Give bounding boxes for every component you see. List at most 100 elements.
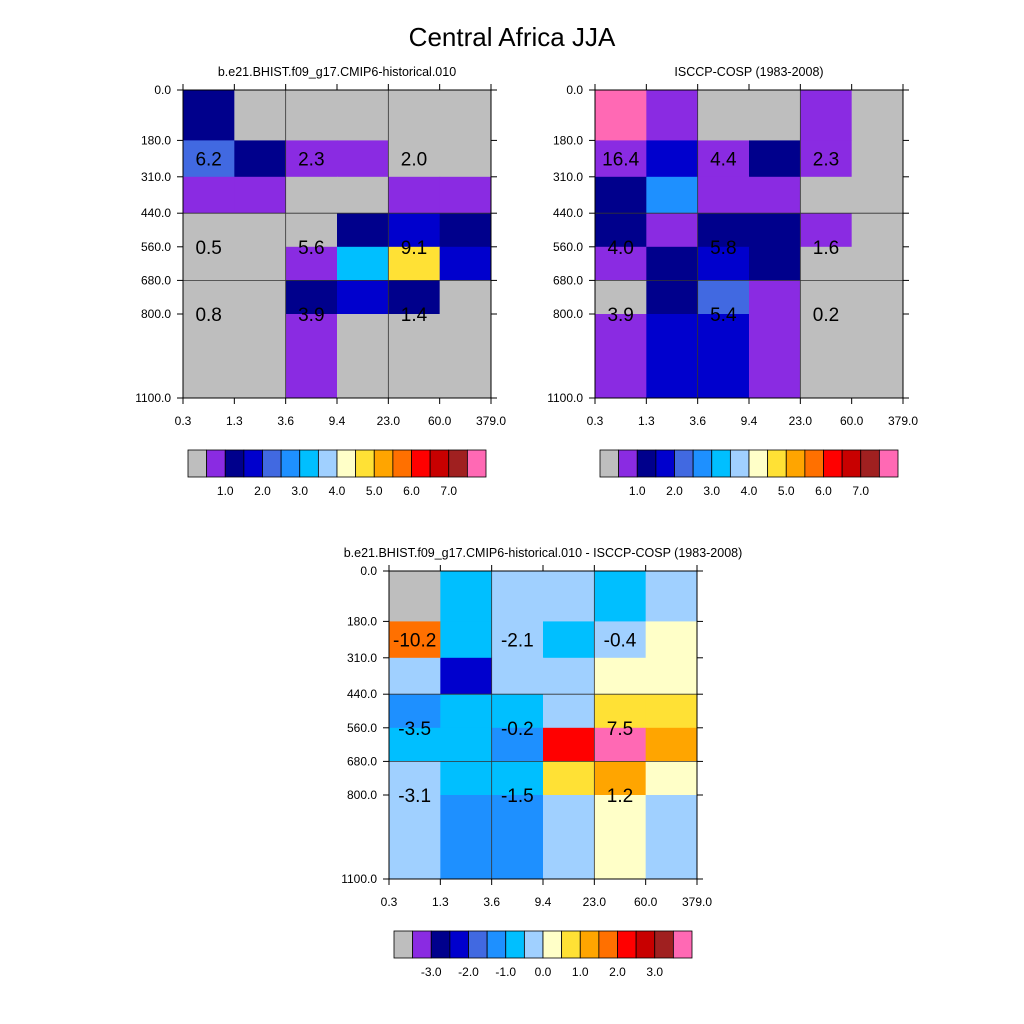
heatmap-cell [337, 314, 389, 399]
panel-1: b.e21.BHIST.f09_g17.CMIP6-historical.010… [135, 65, 506, 498]
heatmap-cell [389, 795, 441, 880]
cell-annotation: 6.2 [195, 150, 221, 171]
heatmap-cell [183, 246, 235, 281]
cell-annotation: 16.4 [602, 150, 639, 171]
x-tick-label: 23.0 [377, 414, 401, 428]
heatmap-cell [646, 280, 699, 315]
heatmap-cell [595, 176, 647, 214]
colorbar-label: 1.0 [629, 484, 646, 498]
colorbar-box [598, 930, 618, 959]
heatmap-cell [491, 571, 544, 622]
heatmap-cell [183, 90, 235, 141]
heatmap-cell [543, 621, 595, 659]
cell-annotation: 0.5 [195, 238, 221, 259]
colorbar-box [579, 930, 600, 959]
cell-annotation: -1.5 [501, 786, 534, 807]
y-tick-label: 560.0 [347, 721, 377, 735]
heatmap-cell [800, 90, 853, 141]
colorbar-box [262, 449, 282, 478]
colorbar-label: 5.0 [366, 484, 383, 498]
y-tick-label: 310.0 [347, 651, 377, 665]
colorbar-box [468, 930, 488, 959]
colorbar-box [878, 449, 899, 478]
heatmap-cell [234, 140, 287, 178]
y-tick-label: 180.0 [347, 614, 377, 628]
heatmap-cell [594, 761, 647, 796]
heatmap-cell [697, 90, 750, 141]
heatmap-cell [388, 280, 441, 315]
colorbar-box [785, 449, 806, 478]
heatmap-cell [543, 727, 595, 762]
heatmap-cell [440, 727, 493, 762]
heatmap-cell [595, 246, 647, 281]
y-tick-label: 1100.0 [135, 391, 171, 405]
x-tick-label: 0.3 [381, 895, 398, 909]
colorbar-box [860, 449, 880, 478]
cell-annotation: -0.2 [501, 719, 534, 740]
heatmap-cell [285, 280, 338, 315]
heatmap-cell [697, 213, 750, 248]
heatmap-cell [851, 314, 904, 399]
heatmap-cell [234, 246, 287, 281]
x-tick-label: 3.6 [277, 414, 294, 428]
colorbar-label: 1.0 [572, 965, 589, 979]
colorbar-box [674, 449, 694, 478]
heatmap-cell [645, 761, 698, 796]
heatmap-cell [440, 621, 493, 659]
cell-annotation: 0.2 [813, 305, 839, 326]
colorbar-label: 6.0 [403, 484, 420, 498]
colorbar-box [599, 449, 620, 478]
colorbar-box [393, 930, 414, 959]
heatmap-cell [491, 727, 544, 762]
heatmap-cell [645, 727, 698, 762]
x-tick-label: 0.3 [587, 414, 604, 428]
heatmap-cell [749, 213, 801, 248]
x-tick-label: 9.4 [535, 895, 552, 909]
colorbar-box [280, 449, 301, 478]
heatmap-cell [285, 140, 338, 178]
heatmap-cell [388, 90, 441, 141]
colorbar-box [336, 449, 357, 478]
cell-annotation: 1.6 [813, 238, 839, 259]
y-tick-label: 1100.0 [341, 872, 377, 886]
heatmap-cell [543, 657, 595, 695]
heatmap-cell [234, 176, 287, 214]
colorbar-label: 3.0 [291, 484, 308, 498]
heatmap-cell [697, 314, 750, 399]
colorbar-box [373, 449, 394, 478]
heatmap-cell [646, 213, 699, 248]
y-tick-label: 560.0 [141, 240, 171, 254]
heatmap-cell [439, 280, 492, 315]
panel-title: b.e21.BHIST.f09_g17.CMIP6-historical.010… [344, 546, 743, 560]
colorbar-label: 2.0 [609, 965, 626, 979]
cell-annotation: 3.9 [607, 305, 633, 326]
colorbar-box [299, 449, 319, 478]
heatmap-cell [491, 657, 544, 695]
heatmap-cell [439, 213, 492, 248]
heatmap-cell [388, 314, 441, 399]
y-tick-label: 180.0 [553, 133, 583, 147]
heatmap-cell [543, 795, 595, 880]
heatmap-cell [800, 280, 853, 315]
heatmap-cell [595, 314, 647, 399]
x-tick-label: 23.0 [789, 414, 813, 428]
heatmap-cell [646, 314, 699, 399]
colorbar-box [729, 449, 750, 478]
colorbar-box [804, 449, 824, 478]
heatmap-cell [440, 657, 493, 695]
heatmap-cell [543, 571, 595, 622]
heatmap-cell [285, 90, 338, 141]
heatmap-cell [285, 213, 338, 248]
cell-annotation: 5.6 [298, 238, 324, 259]
x-tick-label: 1.3 [638, 414, 655, 428]
colorbar-box [748, 449, 769, 478]
cell-annotation: -10.2 [393, 631, 436, 652]
heatmap-cell [389, 727, 441, 762]
heatmap-cell [851, 213, 904, 248]
colorbar-box [486, 930, 507, 959]
x-tick-label: 60.0 [840, 414, 864, 428]
colorbar-box [618, 449, 638, 478]
colorbar-box [317, 449, 338, 478]
heatmap-cell [388, 246, 441, 281]
heatmap-cell [646, 246, 699, 281]
